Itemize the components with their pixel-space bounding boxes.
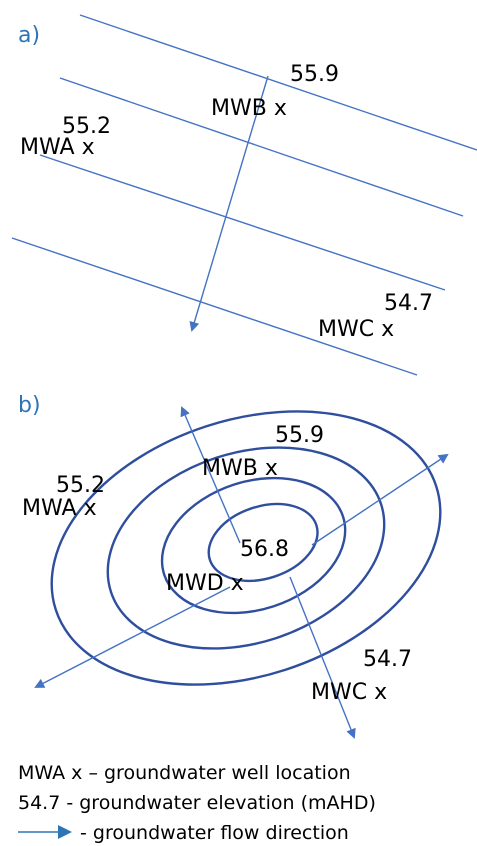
contour-ellipse-second: [106, 446, 386, 650]
panel-a-label: a): [18, 23, 40, 48]
legend-elevation: 54.7 - groundwater elevation (mAHD): [18, 792, 376, 814]
contour-ellipse-third: [160, 476, 347, 615]
contour-line: [11, 237, 418, 376]
contour-line: [79, 14, 477, 151]
well-mwa-elevation: 55.2: [62, 114, 111, 139]
well-mwc-label: MWC x: [318, 317, 394, 342]
legend-arrowhead-icon: [58, 825, 72, 839]
legend: MWA x – groundwater well location 54.7 -…: [18, 762, 376, 844]
well-mwa-label: MWA x: [20, 135, 95, 160]
contour-line: [59, 77, 464, 217]
legend-flow-direction: - groundwater flow direction: [74, 822, 349, 844]
panel-b: b) 55.9 MWB x 55.2 MWA x 56.8 MWD x 54.7…: [18, 393, 449, 739]
well-mwb-elevation: 55.9: [275, 423, 324, 448]
contour-ellipse-inner: [207, 502, 319, 583]
well-mwa-label: MWA x: [22, 496, 97, 521]
flow-direction-arrow-up: [180, 406, 241, 544]
well-mwb-elevation: 55.9: [290, 62, 339, 87]
well-mwd-elevation: 56.8: [240, 537, 289, 562]
well-mwc-elevation: 54.7: [363, 647, 412, 672]
well-mwc-label: MWC x: [311, 680, 387, 705]
flow-direction-arrow-left: [34, 586, 231, 688]
contour-ellipse-outer: [50, 410, 442, 686]
panel-b-label: b): [18, 393, 41, 418]
well-mwb-label: MWB x: [202, 456, 278, 481]
flow-direction-arrow: [189, 75, 269, 332]
contour-line: [39, 154, 446, 291]
flow-direction-arrow-down: [289, 576, 356, 739]
well-mwb-label: MWB x: [211, 96, 287, 121]
panel-a: a) 55.9 MWB x 55.2 MWA x 54.7 MWC x: [11, 14, 477, 376]
well-mwc-elevation: 54.7: [384, 291, 433, 316]
flow-direction-arrow-right: [311, 453, 449, 546]
legend-well-location: MWA x – groundwater well location: [18, 762, 351, 784]
well-mwa-elevation: 55.2: [56, 473, 105, 498]
well-mwd-label: MWD x: [166, 571, 244, 596]
